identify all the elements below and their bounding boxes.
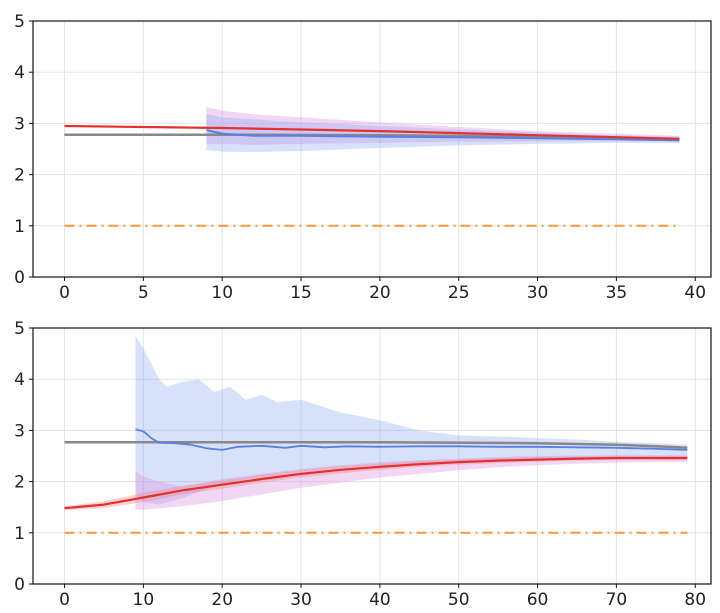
x-tick-label: 40 — [369, 590, 391, 610]
y-tick-label: 1 — [14, 524, 25, 544]
x-tick-label: 80 — [684, 590, 706, 610]
x-tick-label: 30 — [527, 283, 549, 303]
series-line-5 — [64, 456, 688, 510]
plot-area — [33, 21, 711, 277]
x-tick-label: 20 — [211, 590, 233, 610]
y-tick-label: 4 — [14, 63, 25, 83]
series-line-4 — [64, 124, 680, 140]
y-tick-label: 5 — [14, 12, 25, 32]
confidence-band-1 — [135, 455, 688, 510]
plot-frame — [32, 20, 712, 278]
y-tick-label: 5 — [14, 319, 25, 339]
x-tick-label: 35 — [606, 283, 628, 303]
x-tick-label: 60 — [527, 590, 549, 610]
y-tick-label: 2 — [14, 473, 25, 493]
y-tick-label: 3 — [14, 114, 25, 134]
x-tick-label: 30 — [290, 590, 312, 610]
x-tick-label: 40 — [684, 283, 706, 303]
x-tick-label: 0 — [59, 590, 70, 610]
x-tick-label: 70 — [606, 590, 628, 610]
y-tick-label: 1 — [14, 217, 25, 237]
x-tick-label: 20 — [369, 283, 391, 303]
x-tick-label: 10 — [133, 590, 155, 610]
series-line-4 — [135, 428, 688, 451]
series-line-3 — [206, 129, 680, 142]
y-tick-label: 0 — [14, 268, 25, 288]
bottom-line-chart: 0 10 20 30 40 50 60 70 80 0 1 2 3 4 5 — [14, 319, 712, 610]
x-tick-label: 25 — [448, 283, 470, 303]
x-tick-label: 5 — [138, 283, 149, 303]
x-tick-label: 50 — [448, 590, 470, 610]
y-tick-label: 4 — [14, 370, 25, 390]
y-tick-label: 0 — [14, 575, 25, 595]
top-line-chart: 0 5 10 15 20 25 30 35 40 0 1 2 3 4 5 — [14, 12, 712, 303]
y-tick-label: 3 — [14, 421, 25, 441]
y-tick-label: 2 — [14, 166, 25, 186]
series-line-3 — [64, 440, 688, 450]
plot-frame — [32, 327, 712, 585]
x-tick-label: 10 — [211, 283, 233, 303]
x-tick-label: 15 — [290, 283, 312, 303]
confidence-band-0 — [135, 335, 688, 505]
x-tick-label: 0 — [59, 283, 70, 303]
plot-area — [33, 328, 711, 584]
